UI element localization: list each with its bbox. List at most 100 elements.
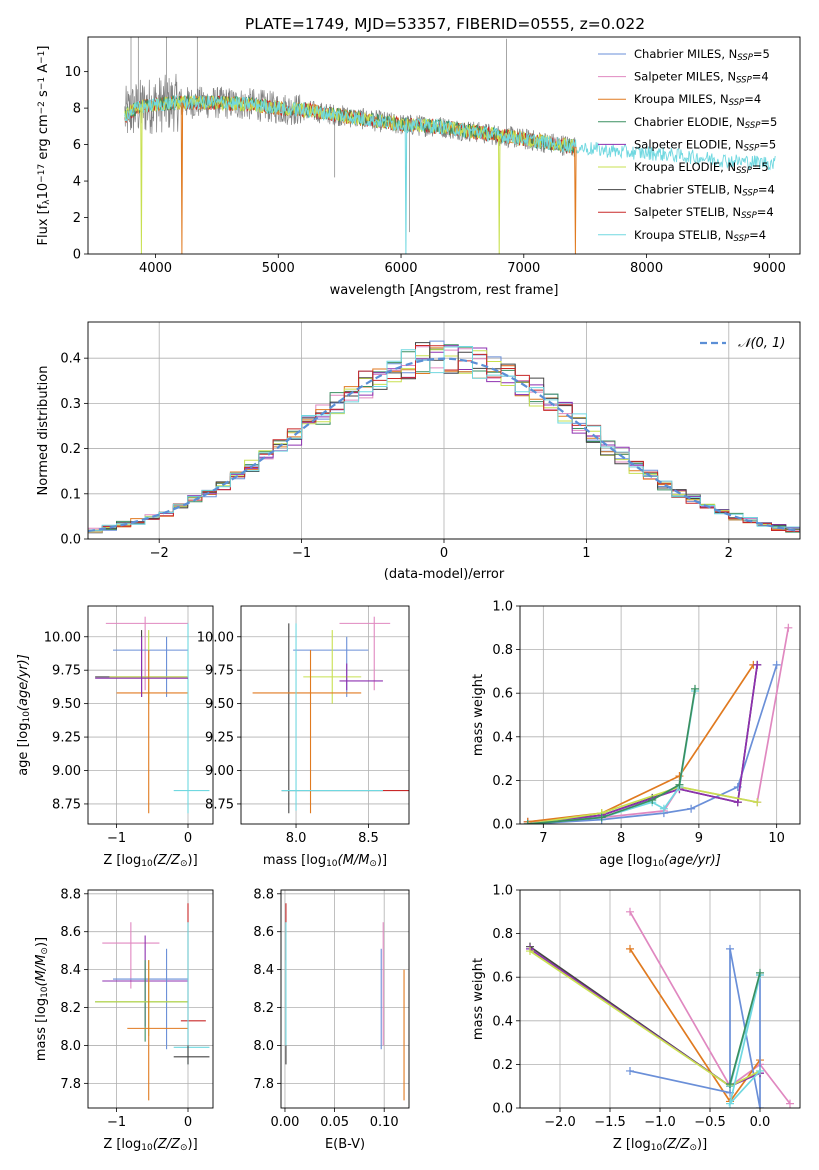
label-part: )] [188, 853, 198, 868]
residual-histogram-salpeter_stelib [88, 345, 800, 532]
legend-n-value: =4 [752, 70, 769, 84]
massweight-vs-metallicity-panel: −2.0 −1.5 −1.0 −0.5 0.0 0.0 0.2 0.4 0.6 0.8 1.0 Z [… [471, 884, 801, 1153]
y-tick-label: 0.0 [492, 1102, 513, 1117]
massweight-point-chabrier_elodie [523, 820, 532, 824]
y-axis-label: mass weight [471, 958, 486, 1040]
y-axis-label: age [log10(age/yr)] [16, 654, 32, 776]
axes-frame [87, 605, 214, 825]
massweight-point-chabrier_miles [756, 1104, 764, 1108]
label-part: −17 [37, 164, 47, 183]
x-tick-label: −1.0 [644, 1115, 676, 1130]
y-tick-label: 0 [73, 248, 81, 263]
plot-layer [252, 616, 409, 814]
y-tick-label: 7.8 [253, 1077, 274, 1092]
label-part: Z [log [103, 1137, 141, 1152]
residuals-panel: −2 −1 0 1 2 0.0 0.1 0.2 0.3 0.4 (data-model)/error… [36, 321, 801, 582]
label-part: 10 [652, 859, 664, 869]
y-tick-label: 8.2 [60, 1001, 81, 1016]
y-axis-label: mass weight [471, 674, 486, 756]
legend-n-value: =5 [752, 160, 769, 174]
y-tick-label: 8.2 [253, 1001, 274, 1016]
massweight-point-chabrier_elodie [597, 813, 606, 822]
label-part: 10 [141, 859, 153, 869]
legend-name: Chabrier MILES, [634, 47, 729, 61]
mass-vs-metallicity-panel: −1 07.88.08.28.48.68.8Z [log10(Z/Z⊙)]mass… [34, 887, 214, 1153]
axes-frame [519, 889, 801, 1109]
legend-name: Chabrier ELODIE, [634, 115, 736, 129]
y-tick-label: 1.0 [492, 600, 513, 615]
legend-n: N [732, 205, 741, 219]
legend-entry: Kroupa MILES, NSSP=4 [634, 92, 761, 108]
x-tick-label: 0.0 [750, 1115, 771, 1130]
label-part: (Z/Z [153, 853, 181, 868]
label-part: Z [log [613, 1137, 651, 1152]
axes-layer: −1 0 7.8 8.0 8.2 8.4 8.6 8.8 [60, 887, 214, 1130]
y-tick-label: 6 [73, 138, 81, 153]
y-tick-label: 10.00 [197, 630, 234, 645]
x-tick-label: 7 [539, 831, 547, 846]
legend-n-sub: SSP [729, 98, 745, 108]
mass-vs-extinction-panel: 0.00 0.05 0.10 7.8 8.0 8.2 8.4 8.6 8.8 E(B-V) [253, 887, 410, 1152]
x-tick-label: 10 [768, 831, 785, 846]
massweight-line-kroupa_elodie [527, 786, 758, 824]
label-part: ⊙ [40, 947, 50, 955]
y-tick-label: 9.50 [205, 697, 234, 712]
massweight-point-salpeter_elodie [733, 798, 742, 807]
x-tick-label: −0.5 [694, 1115, 726, 1130]
legend-n-sub: SSP [734, 234, 750, 244]
label-part: )] [377, 853, 387, 868]
legend-name: Kroupa STELIB, [634, 228, 725, 242]
x-tick-label: −1.5 [594, 1115, 626, 1130]
y-tick-label: 8.75 [52, 797, 81, 812]
massweight-point-kroupa_miles [675, 772, 684, 781]
x-axis-label: Z [log10(Z/Z⊙)] [103, 1137, 197, 1153]
x-tick-label: −1 [107, 831, 126, 846]
plot-layer [523, 623, 793, 824]
x-tick-label: 8 [617, 831, 625, 846]
x-tick-label: 0 [184, 831, 192, 846]
y-tick-label: 10.00 [44, 630, 81, 645]
x-axis-label: age [log10(age/yr)] [599, 853, 721, 869]
plot-layer [526, 907, 794, 1108]
y-tick-label: 0.1 [60, 487, 81, 502]
residual-histogram-kroupa_stelib [88, 346, 800, 532]
x-tick-label: 5000 [262, 261, 295, 276]
legend-n-value: =5 [759, 137, 776, 151]
massweight-point-chabrier_miles [726, 944, 734, 953]
y-axis-label: Normed distribution [36, 366, 51, 496]
y-tick-label: 9.50 [52, 697, 81, 712]
legend-name: Chabrier STELIB, [634, 183, 734, 197]
legend-n: N [735, 137, 744, 151]
legend-n-value: =5 [753, 47, 770, 61]
label-part: age [log [16, 723, 31, 776]
y-tick-label: 8.0 [60, 1039, 81, 1054]
x-tick-label: 9 [695, 831, 703, 846]
axes-layer: −1 0 8.75 9.00 9.25 9.50 9.75 10.00 [44, 605, 214, 846]
label-part: s [36, 90, 51, 101]
figure-title: PLATE=1749, MJD=53357, FIBERID=0555, z=0… [245, 15, 645, 33]
x-tick-label: −1 [292, 546, 311, 561]
legend-n: N [727, 70, 736, 84]
y-tick-label: 8.8 [60, 887, 81, 902]
label-part: 10 [22, 711, 32, 723]
massweight-line-salpeter_miles [629, 911, 791, 1105]
legend-n: N [734, 183, 743, 197]
legend-n-value: =4 [744, 92, 761, 106]
massweight-point-salpeter_miles [784, 623, 793, 632]
grid-layer [520, 889, 800, 1109]
label-part: (age/yr)] [16, 654, 31, 711]
label-part: 10 [36, 183, 51, 200]
massweight-point-salpeter_miles [626, 907, 634, 916]
legend-n: N [720, 92, 729, 106]
massweight-line-chabrier_miles [527, 664, 778, 824]
legend-n-sub: SSP [741, 211, 757, 221]
label-part: 10 [141, 1143, 153, 1153]
legend-n-sub: SSP [736, 166, 752, 176]
label-part: (Z/Z [662, 1137, 690, 1152]
massweight-point-chabrier_elodie [691, 684, 699, 693]
y-tick-label: 9.25 [52, 731, 81, 746]
y-tick-label: 0.3 [60, 397, 81, 412]
legend-n: N [725, 228, 734, 242]
